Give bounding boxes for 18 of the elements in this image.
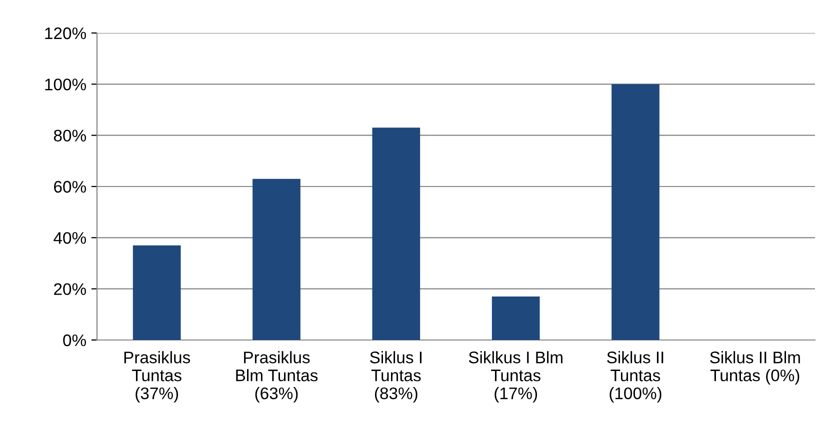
y-tick-label: 60% <box>54 180 86 193</box>
bar <box>612 84 660 340</box>
y-tick-label: 0% <box>63 334 86 346</box>
y-tick-label: 20% <box>54 283 86 296</box>
x-tick-label: Siklkus I Blm Tuntas (17%) <box>468 351 562 403</box>
y-tick-label: 40% <box>54 232 86 244</box>
x-tick-label: Siklus I Tuntas (83%) <box>370 351 422 403</box>
bar <box>492 296 540 340</box>
y-tick-label: 100% <box>45 78 86 90</box>
y-tick-label: 80% <box>54 130 86 142</box>
x-tick-label: Siklus II Blm Tuntas (0%) <box>710 351 800 385</box>
bar <box>372 128 420 340</box>
x-tick-label: Prasiklus Blm Tuntas (63%) <box>236 351 318 403</box>
x-tick-label: Prasiklus Tuntas (37%) <box>124 351 190 403</box>
x-tick-label: Siklus II Tuntas (100%) <box>607 351 664 403</box>
bar <box>132 245 181 340</box>
bar <box>252 178 300 340</box>
y-tick-label: 120% <box>45 27 86 40</box>
